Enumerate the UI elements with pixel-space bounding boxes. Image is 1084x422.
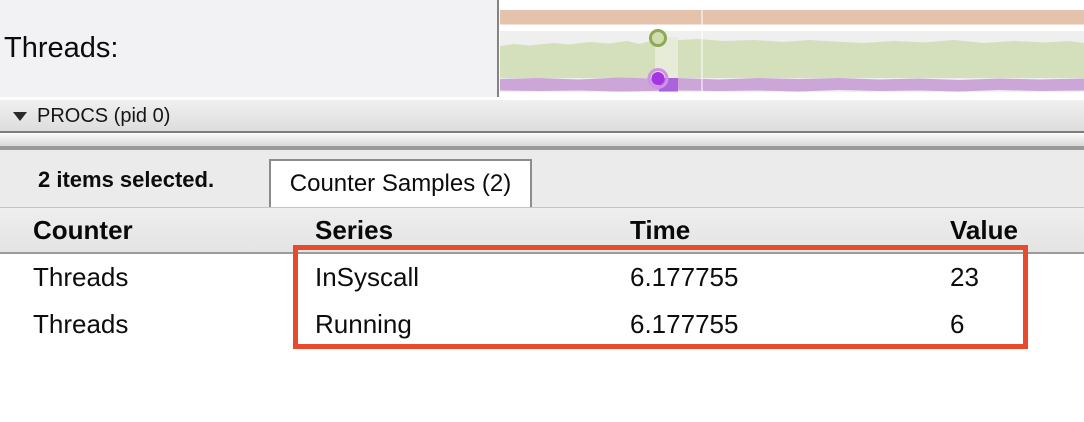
col-header-series[interactable]: Series	[315, 214, 394, 245]
cell-counter: Threads	[33, 262, 129, 292]
purple-band-series	[500, 77, 1084, 92]
top-section: Threads:	[0, 0, 1084, 100]
highlight-annotation-box	[293, 245, 1028, 349]
cell-time: 6.177755	[630, 262, 739, 292]
salmon-band	[500, 10, 1084, 25]
purple-sample-marker-icon[interactable]	[651, 72, 665, 85]
threads-track-label: Threads:	[4, 32, 119, 64]
cell-value: 6	[950, 309, 965, 339]
green-area-series	[500, 38, 1084, 78]
green-sample-marker-icon[interactable]	[650, 30, 666, 46]
selection-status-text: 2 items selected.	[38, 167, 215, 192]
cell-time: 6.177755	[630, 309, 739, 339]
horizontal-splitter[interactable]	[0, 133, 1084, 150]
selection-tab-row: 2 items selected. Counter Samples (2)	[0, 150, 1084, 207]
tab-counter-samples[interactable]: Counter Samples (2)	[269, 159, 532, 207]
tab-counter-samples-label: Counter Samples (2)	[289, 170, 512, 197]
panel-divider	[497, 0, 499, 97]
col-header-time[interactable]: Time	[630, 214, 691, 245]
procs-section-header[interactable]: PROCS (pid 0)	[0, 100, 1084, 133]
table-row[interactable]: Threads Running 6.177755 6	[0, 301, 1084, 348]
cell-counter: Threads	[33, 309, 129, 339]
time-gridline	[701, 8, 703, 92]
timeline-chart-svg	[499, 0, 1084, 96]
detail-panel: 2 items selected. Counter Samples (2) Co…	[0, 150, 1084, 422]
selected-sample-column	[655, 37, 678, 78]
col-header-counter[interactable]: Counter	[33, 214, 133, 245]
green-sample-marker-ring-icon	[649, 29, 667, 47]
cell-value: 23	[950, 262, 979, 292]
threads-timeline-chart[interactable]	[499, 0, 1084, 96]
col-header-value[interactable]: Value	[950, 214, 1018, 245]
cell-series: Running	[315, 309, 412, 339]
table-row[interactable]: Threads InSyscall 6.177755 23	[0, 254, 1084, 301]
threads-track-label-panel: Threads:	[0, 0, 497, 97]
procs-section-title: PROCS (pid 0)	[37, 105, 171, 127]
cell-series: InSyscall	[315, 262, 420, 292]
collapse-triangle-icon[interactable]	[13, 112, 27, 121]
purple-sample-marker-halo-icon	[647, 68, 669, 89]
